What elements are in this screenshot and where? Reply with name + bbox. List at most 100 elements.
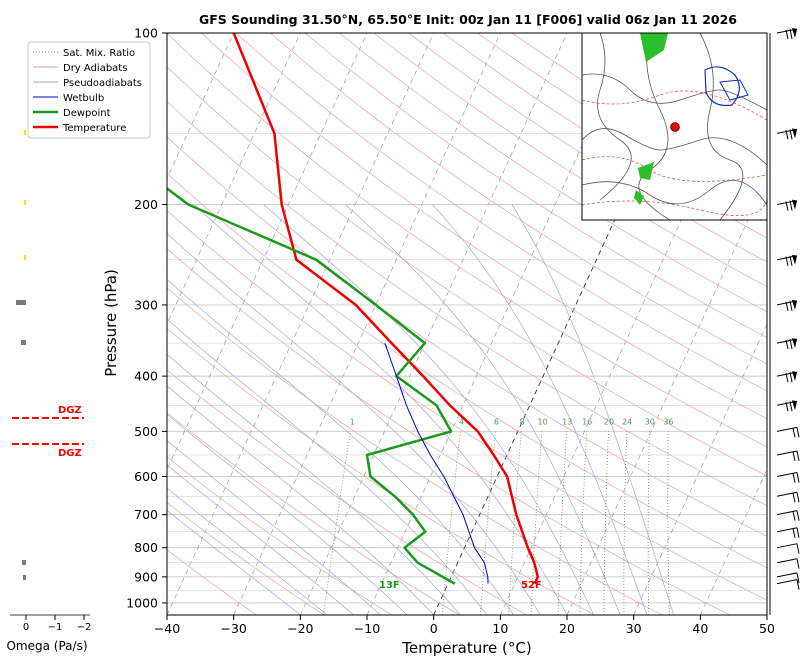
legend-label: Wetbulb [63,93,104,104]
mixing-ratio-line [508,431,522,615]
map-contour [582,73,767,111]
pseudoadiabat [167,413,408,615]
omega-axis-label: Omega (Pa/s) [6,639,87,653]
mixing-ratio-line [667,431,670,615]
omega-bar [24,255,26,260]
x-tick-label: 30 [626,621,642,636]
x-tick-label: 50 [759,621,775,636]
y-tick-label: 100 [134,26,158,41]
omega-bar [23,575,26,580]
map-contour [638,33,671,220]
x-tick-label: −40 [154,621,180,636]
mixing-ratio-line [647,431,650,615]
y-tick-label: 500 [134,424,158,439]
mixing-ratio-line [579,431,587,615]
chart-title: GFS Sounding 31.50°N, 65.50°E Init: 00z … [199,12,737,27]
pseudoadiabat [167,464,354,615]
x-tick-label: 40 [692,621,708,636]
legend-label: Pseudoadiabats [63,78,142,89]
isotherm [167,33,234,180]
omega-tick-label: 0 [23,622,29,633]
legend-label: Sat. Mix. Ratio [63,48,135,59]
y-tick-label: 600 [134,469,158,484]
mixing-ratio-label: 13 [562,417,572,426]
mixing-ratio-label: 8 [520,417,525,426]
x-tick-label: −30 [220,621,246,636]
map-green-area [640,33,668,62]
pseudoadiabat [167,318,488,615]
wind-barb [776,254,798,266]
isotherm [167,33,301,325]
wind-barb [776,510,800,521]
mixing-ratio-labels: 1 4 6 8 10 13 16 20 24 30 36 [350,417,674,426]
y-axis-label: Pressure (hPa) [102,269,120,377]
dgz-top-label: DGZ [58,405,82,416]
wind-barb [776,338,798,350]
wind-barb [776,527,800,538]
x-axis-ticks: −40 −30 −20 −10 0 10 20 30 40 50 [154,615,775,636]
wind-barb [776,28,798,40]
mixing-ratio-label: 6 [494,417,499,426]
map-red-contour [582,156,767,182]
mixing-ratio-line [323,431,351,615]
mixing-ratio-line [603,431,609,615]
dry-adiabat [201,33,767,419]
mixing-ratio-label: 16 [582,417,592,426]
series-layer [167,33,540,585]
x-axis-label: Temperature (°C) [401,639,531,657]
isotherm [167,33,434,615]
mixing-ratio-line [530,431,543,615]
wetbulb-line [384,342,489,584]
surface-temperature-label: 52F [521,580,542,591]
legend-box [27,41,151,139]
dry-adiabat [304,33,767,339]
dry-adiabat [167,33,767,448]
wind-barb [776,572,800,583]
y-axis-ticks: 100 200 300 400 500 600 700 800 900 1000 [126,26,167,610]
inset-map [581,32,768,221]
dry-adiabat [167,248,730,615]
dry-adiabat [339,33,767,313]
dry-adiabat [235,33,767,392]
map-contour [597,33,632,201]
map-contour [699,33,744,220]
background-lines [167,33,767,615]
omega-panel: 0 −1 −2 Omega (Pa/s) DGZ DGZ [6,130,91,653]
omega-bar [24,130,26,135]
surface-dewpoint-label: 13F [379,580,400,591]
isotherm [766,614,767,615]
dry-adiabat [167,172,767,569]
pseudoadiabat [167,487,328,615]
isotherm [167,33,368,471]
map-green-area [638,162,654,180]
mixing-ratio-label: 4 [459,417,464,426]
mixing-ratio-label: 24 [622,417,632,426]
wind-barb [776,400,798,412]
wind-barb [776,471,800,483]
dry-adiabat [167,210,767,601]
mixing-ratio-line [441,431,461,615]
wind-barbs [776,28,800,590]
wind-barb [776,579,800,590]
temperature-line [232,33,540,585]
pseudoadiabat [167,385,434,615]
pseudoadiabat [263,204,595,615]
map-location-dot [670,122,680,132]
map-contour [582,128,767,166]
pseudoadiabat [432,204,648,615]
dry-adiabat [270,33,767,365]
map-blue-area [704,66,740,107]
mixing-ratio-line [557,431,567,615]
legend-label: Temperature [62,123,126,134]
legend: Sat. Mix. Ratio Dry Adiabats Pseudoadiabat… [27,41,151,139]
omega-bar [21,340,26,345]
map-red-contour [582,90,767,121]
y-tick-label: 300 [134,297,158,312]
x-tick-label: 0 [430,621,438,636]
map-blue-area [719,79,749,101]
plot-frame [166,32,768,616]
pseudoadiabat [167,509,301,615]
wind-barb [776,450,800,462]
mixing-ratio-label: 1 [350,417,355,426]
